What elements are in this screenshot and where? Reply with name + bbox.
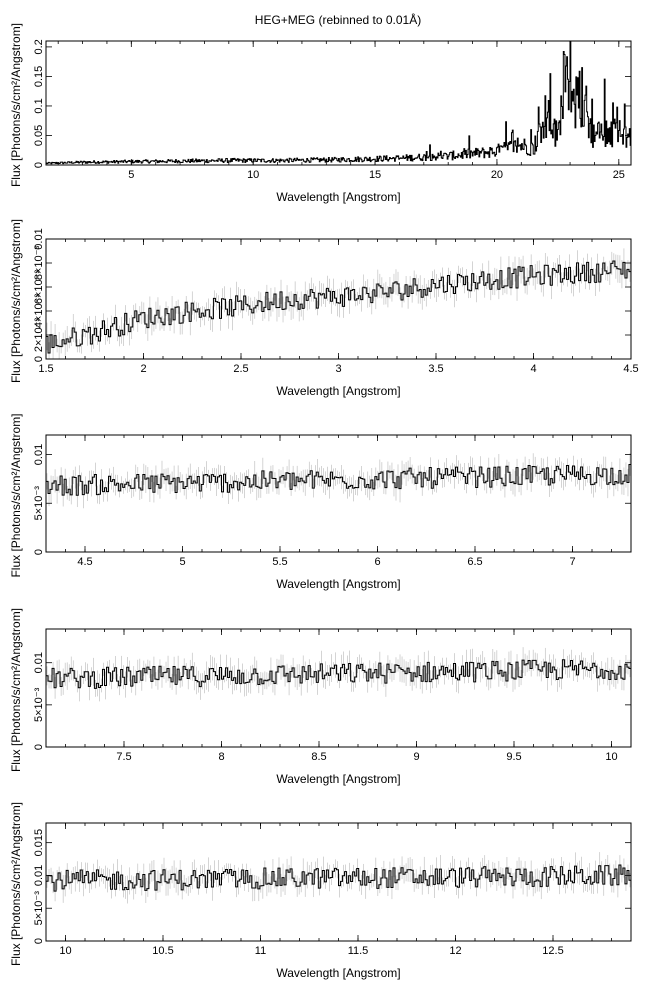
plot-frame: [45, 238, 632, 360]
x-tick-label: 8.5: [311, 751, 326, 763]
error-bars: [46, 852, 631, 904]
x-tick-label: 2.5: [233, 363, 248, 375]
spectrum-panel: 10 10.5 11 11.5 12 12.5 0 5×10⁻³ 0.01 0.015 Wavele…: [9, 802, 632, 980]
y-tick-label: 0: [33, 356, 45, 362]
y-tick-label: 0.15: [33, 66, 45, 87]
y-tick-label: 6×10⁻³: [33, 270, 45, 305]
plot-frame: [45, 628, 632, 748]
y-tick-label: 2×10⁻³: [33, 318, 45, 353]
x-tick-label: 25: [613, 169, 625, 181]
x-tick-label: 5: [179, 556, 185, 568]
x-axis-label: Wavelength [Angstrom]: [276, 772, 400, 786]
x-tick-label: 12: [449, 945, 461, 957]
x-tick-label: 4.5: [623, 363, 638, 375]
spectrum-line: [46, 260, 631, 354]
y-tick-label: 5×10⁻³: [33, 687, 45, 722]
spectrum-panel: 5 10 15 20 25 0 0.05 0.1 0.15 0.2 Wavelength [Angs…: [9, 23, 632, 204]
x-tick-label: 10.5: [152, 945, 173, 957]
figure-title: HEG+MEG (rebinned to 0.01Å): [255, 12, 421, 27]
y-axis-label: Flux [Photons/s/cm²/Angstrom]: [9, 23, 23, 187]
x-tick-label: 7: [569, 556, 575, 568]
y-tick-label: 0.05: [33, 125, 45, 146]
x-tick-label: 11.5: [348, 945, 369, 957]
x-tick-label: 5: [128, 169, 134, 181]
y-axis-label: Flux [Photons/s/cm²/Angstrom]: [9, 802, 23, 966]
y-tick-label: 0: [33, 549, 45, 555]
spectrum-line: [46, 659, 631, 689]
y-tick-label: 0.015: [33, 829, 45, 857]
x-tick-label: 2: [140, 363, 146, 375]
x-tick-label: 6: [374, 556, 380, 568]
y-tick-label: 5×10⁻³: [33, 486, 45, 521]
x-tick-label: 12.5: [542, 945, 563, 957]
x-tick-label: 3.5: [428, 363, 443, 375]
y-tick-label: 0.01: [33, 228, 45, 249]
x-tick-label: 15: [369, 169, 381, 181]
x-tick-label: 10: [59, 945, 71, 957]
y-tick-label: 8×10⁻³: [33, 246, 45, 281]
y-tick-label: 0.01: [33, 865, 45, 886]
y-tick-label: 0.01: [33, 444, 45, 465]
x-tick-label: 9.5: [506, 751, 521, 763]
spectrum-line: [46, 463, 631, 496]
y-tick-label: 0.2: [33, 39, 45, 54]
y-tick-label: 0.1: [33, 98, 45, 113]
x-tick-label: 20: [491, 169, 503, 181]
y-tick-label: 0: [33, 938, 45, 944]
x-tick-label: 4: [530, 363, 536, 375]
x-tick-label: 10: [605, 751, 617, 763]
x-tick-label: 5.5: [272, 556, 287, 568]
x-tick-label: 10: [247, 169, 259, 181]
x-tick-label: 3: [335, 363, 341, 375]
spectrum-panel: 4.5 5 5.5 6 6.5 7 0 5×10⁻³ 0.01 Wavelength [Angst…: [9, 413, 632, 591]
x-tick-label: 11: [255, 945, 266, 957]
spectrum-line: [46, 40, 631, 165]
y-tick-label: 0.01: [33, 652, 45, 673]
x-tick-label: 9: [413, 751, 419, 763]
spectrum-panel: 7.5 8 8.5 9 9.5 10 0 5×10⁻³ 0.01 Wavelength [Angs…: [9, 608, 632, 786]
plot-frame: [45, 40, 632, 166]
x-tick-label: 4.5: [77, 556, 92, 568]
spectrum-panel: 1.5 2 2.5 3 3.5 4 4.5 0 2×10⁻³4×10⁻³6×10⁻³8×10⁻³…: [9, 219, 639, 398]
spectrum-line: [46, 864, 631, 892]
y-tick-label: 0: [33, 162, 45, 168]
y-axis-label: Flux [Photons/s/cm²/Angstrom]: [9, 219, 23, 383]
x-axis-label: Wavelength [Angstrom]: [276, 190, 400, 204]
y-axis-label: Flux [Photons/s/cm²/Angstrom]: [9, 608, 23, 772]
y-axis-label: Flux [Photons/s/cm²/Angstrom]: [9, 413, 23, 577]
x-tick-label: 8: [218, 751, 224, 763]
x-axis-label: Wavelength [Angstrom]: [276, 384, 400, 398]
x-tick-label: 7.5: [116, 751, 131, 763]
y-tick-label: 5×10⁻³: [33, 891, 45, 926]
x-tick-label: 1.5: [38, 363, 53, 375]
y-tick-label: 0: [33, 744, 45, 750]
x-axis-label: Wavelength [Angstrom]: [276, 577, 400, 591]
y-tick-label: 4×10⁻³: [33, 294, 45, 329]
x-tick-label: 6.5: [467, 556, 482, 568]
x-axis-label: Wavelength [Angstrom]: [276, 966, 400, 980]
error-bars: [46, 248, 631, 359]
